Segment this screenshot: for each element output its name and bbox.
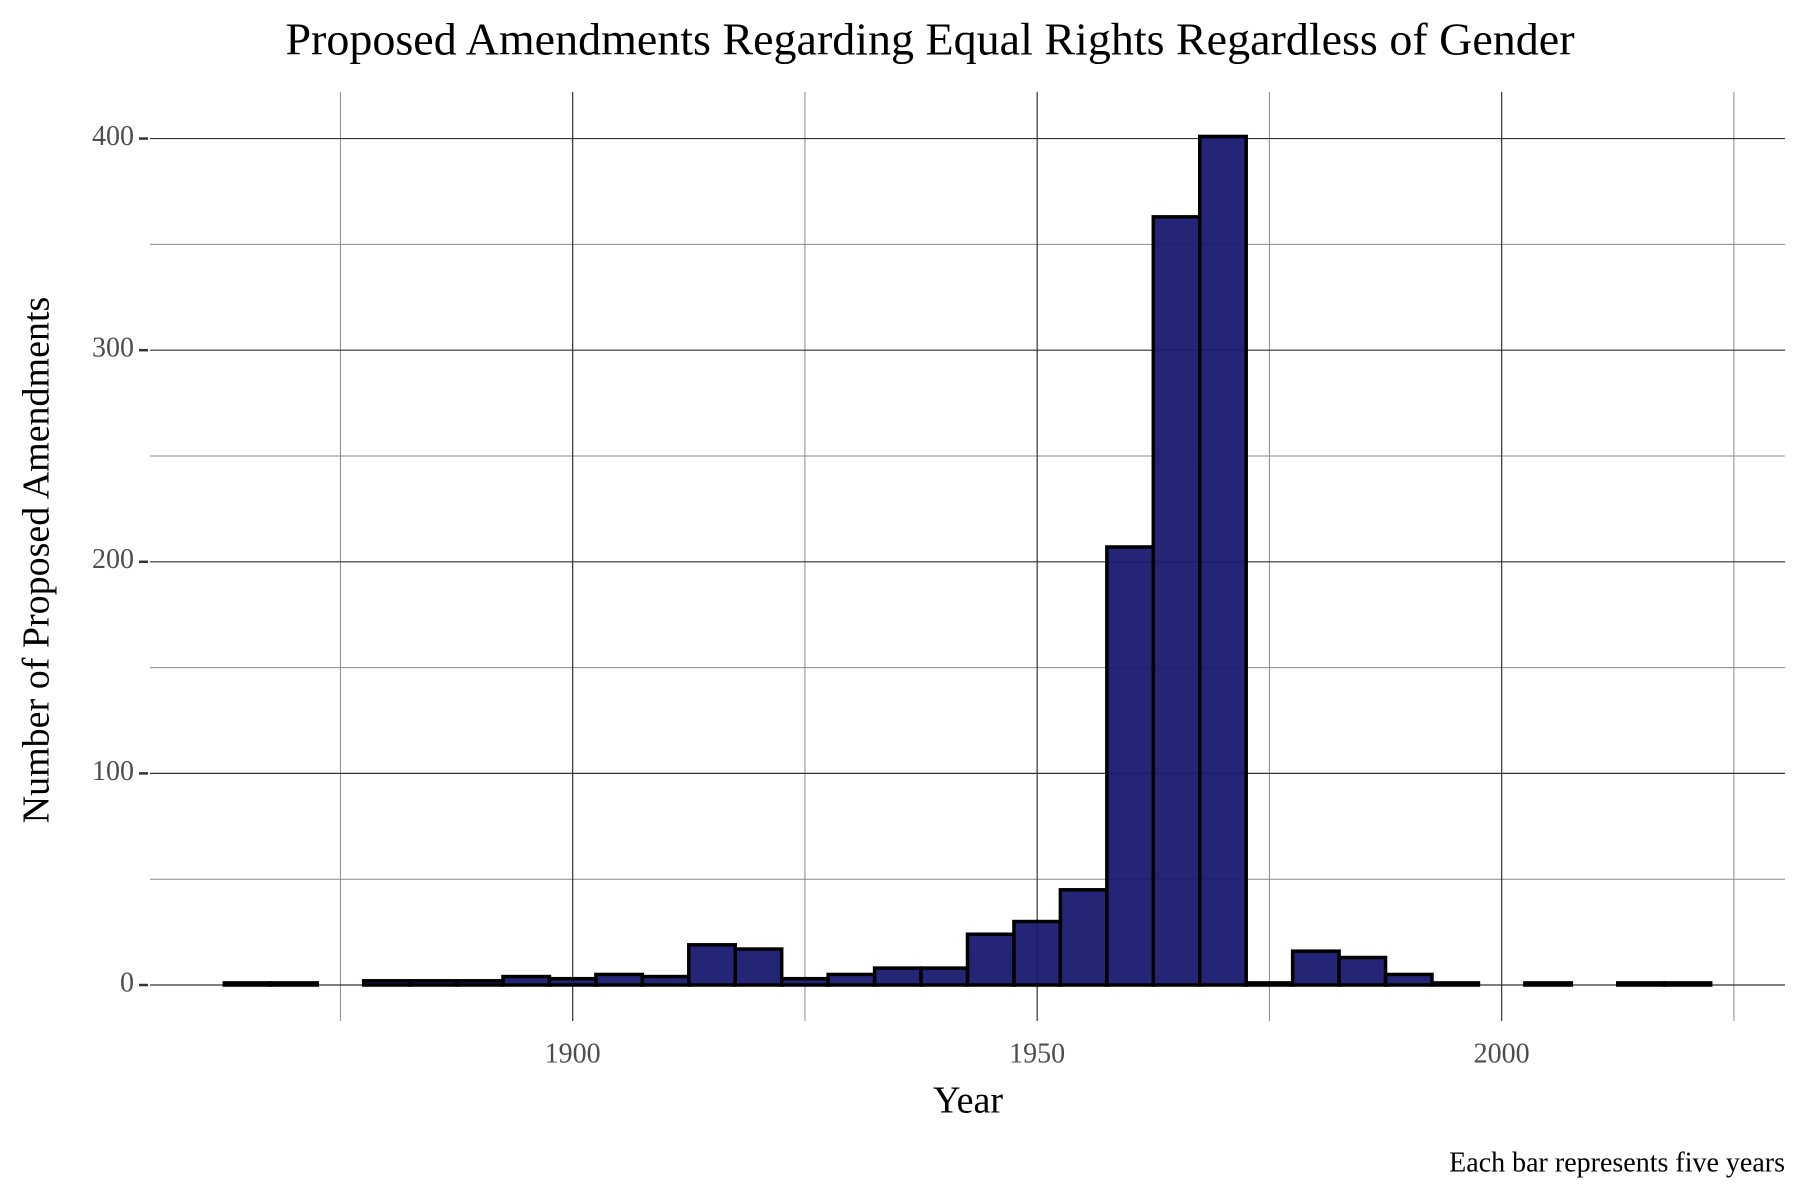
bar	[1244, 981, 1295, 987]
y-axis-label: Number of Proposed Amendments	[16, 297, 58, 824]
bar	[454, 979, 505, 987]
bar	[640, 974, 691, 987]
caption: Each bar represents five years	[1449, 1147, 1785, 1178]
bar	[1430, 981, 1481, 987]
x-tick-label: 2000	[1474, 1038, 1530, 1069]
bar	[919, 966, 970, 987]
bar	[269, 981, 319, 987]
bar	[1290, 949, 1341, 987]
bar	[501, 974, 552, 987]
y-tick-label: 300	[92, 333, 134, 364]
bar	[222, 981, 273, 987]
bar	[1662, 981, 1713, 987]
bar	[733, 947, 784, 987]
bar	[826, 972, 877, 987]
bar	[965, 932, 1016, 987]
y-tick-label: 0	[120, 967, 134, 998]
y-tick-label: 200	[92, 544, 134, 575]
y-tick-label: 400	[92, 121, 134, 152]
bar	[1197, 134, 1248, 987]
x-tick-label: 1950	[1009, 1038, 1065, 1069]
bar	[361, 979, 412, 987]
bar	[1383, 972, 1434, 987]
bar	[1105, 545, 1156, 987]
grid	[150, 92, 1785, 1021]
y-tick-label: 100	[92, 756, 134, 787]
x-tick-label: 1900	[545, 1038, 601, 1069]
ticks: 1900 1950 2000 0 100 200 300 400	[92, 121, 1530, 1069]
chart-title: Proposed Amendments Regarding Equal Righ…	[285, 14, 1574, 65]
bar	[594, 972, 645, 987]
bar	[408, 979, 459, 987]
bar	[1523, 981, 1574, 987]
bar	[779, 976, 830, 987]
bar	[1616, 981, 1666, 987]
bar	[687, 943, 738, 987]
bar	[1058, 888, 1109, 987]
bar	[1337, 955, 1388, 987]
bar	[1012, 919, 1063, 987]
bar	[872, 966, 923, 987]
bars	[222, 134, 1713, 987]
x-axis-label: Year	[933, 1080, 1003, 1122]
bar	[547, 976, 598, 987]
bar	[1151, 215, 1202, 987]
